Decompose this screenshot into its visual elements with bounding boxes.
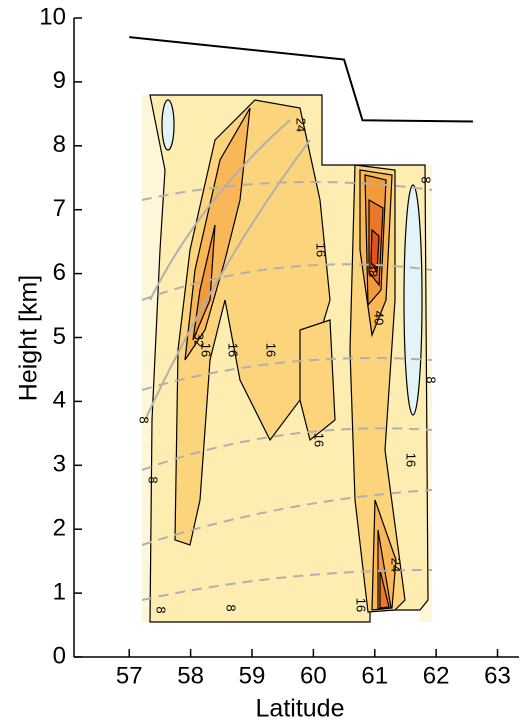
contour-label: 48: [366, 263, 381, 277]
contour-label: 16: [314, 243, 329, 257]
y-tick-label: 0: [53, 642, 66, 669]
contour-region: [379, 569, 390, 609]
negative-region: [403, 184, 423, 416]
negative-region: [161, 99, 175, 151]
contour-label: 8: [154, 606, 169, 613]
x-tick-label: 61: [361, 662, 388, 689]
contour-field: [129, 36, 473, 623]
contour-label: 40: [372, 311, 387, 325]
contour-label: 8: [146, 476, 161, 483]
x-tick-label: 58: [177, 662, 204, 689]
dashed-line: [141, 427, 433, 471]
contour-label: 8: [137, 416, 152, 423]
contour-label: 16: [312, 433, 327, 447]
y-tick-label: 5: [53, 323, 66, 350]
solid-gray-line: [144, 139, 311, 421]
contour-label: 8: [224, 604, 239, 611]
contour-label: 8: [424, 376, 439, 383]
x-tick-label: 59: [239, 662, 266, 689]
tropopause-line: [129, 36, 473, 123]
y-axis-label: Height [km]: [15, 275, 43, 401]
contour-labels: 8 8 8 8 8 16 16 16 16 16 16 24 24 32 40 48 16 8: [137, 118, 439, 614]
dashed-line: [141, 357, 433, 391]
y-tick-label: 7: [53, 195, 66, 222]
y-tick-label: 8: [53, 131, 66, 158]
y-tick-label: 9: [53, 67, 66, 94]
x-tick-label: 60: [300, 662, 327, 689]
dashed-line: [141, 263, 433, 301]
axes: 0 1 2 3 4 5 6 7 8 9 10 57 58 59 60 61 62 63: [39, 3, 519, 689]
x-tick-label: 57: [116, 662, 143, 689]
contour-label: 8: [419, 176, 434, 183]
x-axis-label: Latitude: [256, 695, 345, 723]
contour-region: [192, 224, 216, 341]
y-tick-label: 10: [39, 3, 66, 30]
y-tick-label: 1: [53, 578, 66, 605]
contour-label: 16: [404, 453, 419, 467]
solid-gray-line: [149, 119, 291, 301]
contour-label: 16: [226, 343, 241, 357]
contour-label: 24: [294, 118, 309, 132]
contour-label: 16: [264, 343, 279, 357]
y-tick-label: 3: [53, 451, 66, 478]
x-tick-label: 63: [484, 662, 511, 689]
y-tick-label: 2: [53, 515, 66, 542]
dashed-line: [141, 181, 433, 201]
contour-label: 24: [389, 558, 404, 572]
contour-label: 16: [199, 343, 214, 357]
x-tick-label: 62: [423, 662, 450, 689]
contour-region: [299, 319, 336, 442]
dashed-line: [141, 569, 433, 601]
y-tick-label: 4: [53, 387, 66, 414]
y-tick-label: 6: [53, 259, 66, 286]
dashed-line: [141, 489, 433, 546]
contour-label: 32: [192, 333, 207, 347]
isotherms: [141, 119, 433, 601]
contour-region: [370, 228, 380, 274]
contour-label: 16: [354, 598, 369, 612]
